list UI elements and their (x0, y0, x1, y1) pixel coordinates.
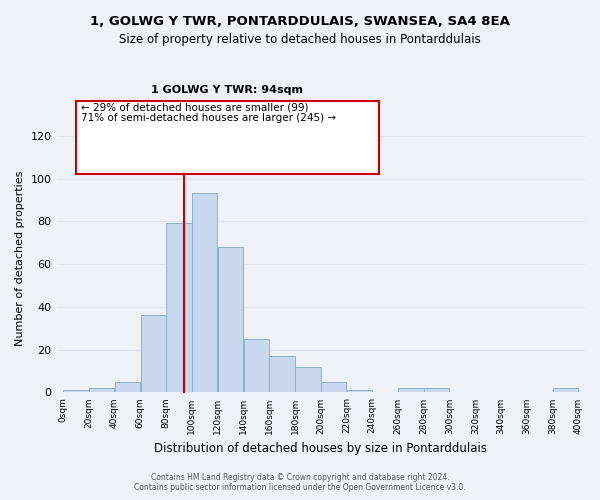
Bar (166, 224, 191, 392)
FancyBboxPatch shape (76, 101, 379, 174)
Bar (115, 382, 140, 392)
Bar (269, 356, 295, 393)
X-axis label: Distribution of detached houses by size in Pontarddulais: Distribution of detached houses by size … (154, 442, 487, 455)
Bar (553, 388, 578, 392)
Bar (192, 194, 217, 392)
Text: ← 29% of detached houses are smaller (99): ← 29% of detached houses are smaller (99… (81, 102, 308, 113)
Text: 1, GOLWG Y TWR, PONTARDDULAIS, SWANSEA, SA4 8EA: 1, GOLWG Y TWR, PONTARDDULAIS, SWANSEA, … (90, 15, 510, 28)
Bar (398, 388, 424, 392)
Bar (140, 316, 166, 392)
Bar (244, 339, 269, 392)
Bar (63, 390, 89, 392)
Bar (295, 367, 320, 392)
Bar (218, 247, 243, 392)
Bar (424, 388, 449, 392)
Bar (321, 382, 346, 392)
Text: 1 GOLWG Y TWR: 94sqm: 1 GOLWG Y TWR: 94sqm (151, 86, 304, 96)
Bar (347, 390, 372, 392)
Y-axis label: Number of detached properties: Number of detached properties (15, 171, 25, 346)
Text: Contains HM Land Registry data © Crown copyright and database right 2024.
Contai: Contains HM Land Registry data © Crown c… (134, 473, 466, 492)
Text: Size of property relative to detached houses in Pontarddulais: Size of property relative to detached ho… (119, 32, 481, 46)
Text: 71% of semi-detached houses are larger (245) →: 71% of semi-detached houses are larger (… (81, 114, 336, 124)
Bar (89, 388, 115, 392)
